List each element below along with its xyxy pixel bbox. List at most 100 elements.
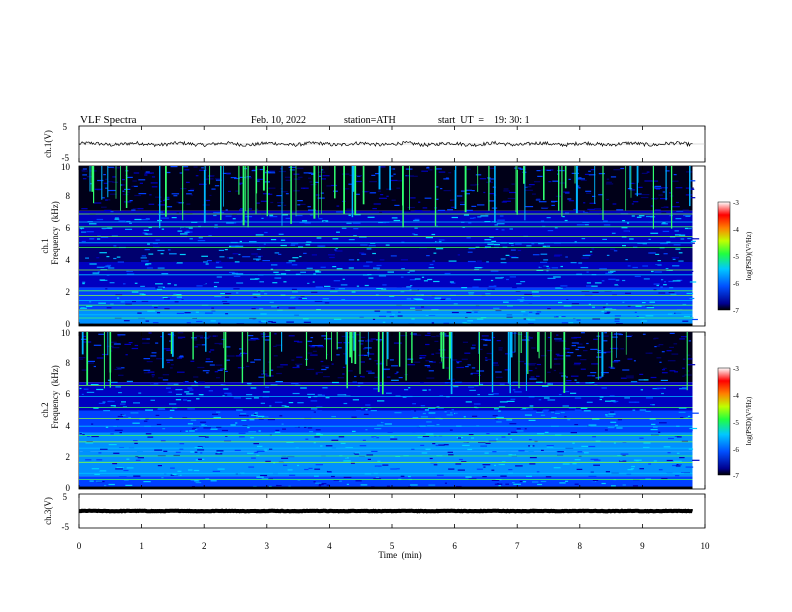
spectrogram-speckle (637, 242, 645, 244)
spectrogram-speckle (194, 380, 197, 382)
spectrogram-speckle (573, 310, 580, 312)
spectrogram-speckle (412, 431, 416, 433)
spectrogram-speckle (375, 476, 379, 479)
spectrogram-speckle (500, 439, 506, 442)
spectrogram-speckle (341, 299, 346, 301)
spectrogram-speckle (354, 452, 360, 454)
spectrogram-speckle (476, 468, 483, 470)
spectrogram-speckle (352, 222, 361, 224)
spectrogram-speckle (273, 345, 277, 347)
spectrogram-speckle (195, 175, 199, 177)
spectrogram-speckle (461, 358, 468, 360)
spectrogram-speckle (464, 440, 471, 442)
spectrogram-speckle (220, 458, 226, 460)
spectrogram-speckle (107, 417, 110, 419)
spectrogram-speckle (687, 354, 691, 356)
spectrogram-speckle (236, 292, 239, 294)
spectrogram-speckle (532, 481, 539, 483)
spectrogram-speckle (162, 379, 169, 381)
spectrogram-speckle (175, 399, 182, 401)
spectrogram-speckle (185, 214, 190, 216)
spectrogram-speckle (193, 290, 198, 292)
spectrogram-speckle (422, 435, 430, 437)
spectrogram-speckle (557, 451, 564, 453)
spectrogram-speckle (163, 298, 170, 300)
spectrogram-speckle (483, 466, 486, 468)
spectrogram-speckle (551, 200, 558, 202)
spectrogram-speckle (156, 319, 159, 321)
spectrogram-speckle (81, 170, 88, 172)
header-station: station=ATH (344, 115, 396, 126)
spectrogram-speckle (104, 484, 107, 487)
spectrogram-speckle (216, 276, 222, 278)
spectrogram-speckle (599, 398, 602, 401)
ch1-ytick-6: 6 (66, 223, 71, 233)
spectrogram-speckle (565, 212, 570, 214)
spectrogram-speckle (570, 432, 577, 434)
spectrogram-speckle (570, 262, 577, 264)
spectrogram-speckle (298, 246, 304, 248)
spectrogram-speckle (392, 387, 400, 389)
spectrogram-speckle (116, 297, 120, 299)
spectrogram-speckle (606, 198, 609, 201)
spectrogram-speckle (191, 428, 197, 430)
spectrogram-band (79, 166, 693, 211)
spectrogram-speckle (516, 430, 524, 432)
spectrogram-speckle (238, 432, 246, 434)
spectrogram-speckle (527, 303, 535, 305)
spectrogram-speckle (157, 310, 161, 312)
spectrogram-speckle (205, 263, 209, 265)
spectrogram-speckle (558, 301, 563, 304)
spectrogram-speckle (84, 234, 89, 236)
spectrogram-speckle (313, 411, 316, 413)
spectrogram-speckle (82, 283, 85, 285)
spectrogram-speckle (572, 442, 575, 444)
spectrogram-speckle (287, 283, 292, 285)
spectrogram-speckle (319, 174, 322, 176)
spectrogram-speckle (634, 311, 637, 313)
spectrogram-speckle (644, 180, 653, 182)
spectrogram-speckle (302, 261, 308, 264)
spectrogram-speckle (212, 335, 217, 337)
spectrogram-speckle (174, 294, 182, 296)
spectrogram-speckle (315, 194, 320, 196)
spectrogram-speckle (530, 376, 535, 378)
spectrogram-speckle (494, 483, 503, 485)
spectrogram-speckle (599, 421, 606, 423)
spectrogram-speckle (627, 265, 631, 267)
spectrogram-speckle (362, 354, 368, 356)
spectrogram-speckle (507, 433, 511, 435)
spectrogram-speckle (117, 334, 126, 336)
spectrogram-speckle (155, 283, 163, 285)
spectrogram-speckle (555, 353, 560, 355)
spectrogram-speckle (641, 172, 648, 174)
spectrogram-speckle (426, 466, 432, 468)
spectrogram-speckle (145, 264, 149, 266)
spectrogram-speckle (612, 361, 619, 363)
spectrogram-speckle (233, 397, 241, 399)
spectrogram-speckle (201, 458, 205, 460)
spectrogram-speckle (404, 389, 409, 391)
spectrogram-speckle (110, 193, 117, 195)
spectrogram-speckle (676, 452, 680, 454)
spectrogram-speckle (307, 340, 313, 342)
spectrogram-speckle (687, 415, 691, 417)
spectrogram-speckle (197, 446, 203, 448)
spectrogram-band (79, 310, 693, 325)
spectrogram-speckle (495, 309, 502, 312)
spectrogram-speckle (187, 408, 195, 410)
spectrogram-speckle (202, 370, 210, 372)
spectrogram-speckle (102, 228, 106, 230)
spectrogram-speckle (421, 276, 425, 278)
spectrogram-speckle (320, 313, 328, 315)
spectrogram-speckle (336, 354, 340, 356)
spectrogram-speckle (640, 196, 649, 199)
spectrogram-speckle (303, 172, 312, 174)
spectrogram-speckle (645, 315, 654, 317)
spectrogram-speckle (444, 382, 450, 384)
spectrogram-speckle (456, 360, 462, 363)
spectrogram-speckle (370, 338, 376, 340)
spectrogram-speckle (125, 232, 133, 234)
spectrogram-speckle (427, 278, 433, 281)
spectrogram-speckle (302, 297, 307, 300)
